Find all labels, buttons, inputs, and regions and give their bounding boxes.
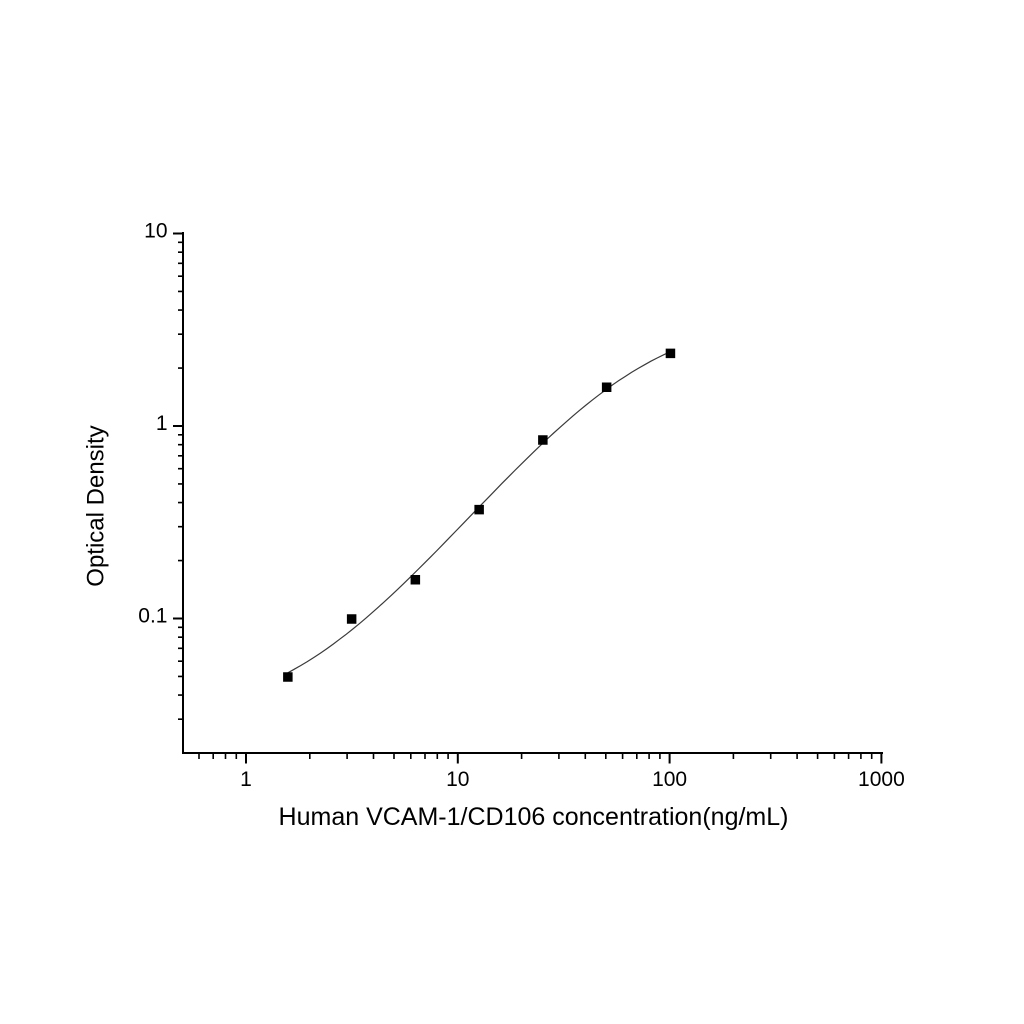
- svg-text:Human VCAM-1/CD106 concentrati: Human VCAM-1/CD106 concentration(ng/mL): [279, 803, 789, 831]
- svg-text:1: 1: [156, 412, 168, 435]
- svg-text:10: 10: [446, 768, 469, 791]
- svg-text:1000: 1000: [858, 768, 905, 791]
- svg-text:1: 1: [240, 768, 252, 791]
- svg-text:Optical Density: Optical Density: [83, 425, 110, 586]
- svg-text:0.1: 0.1: [138, 605, 167, 628]
- svg-text:10: 10: [144, 220, 167, 243]
- svg-text:100: 100: [652, 768, 687, 791]
